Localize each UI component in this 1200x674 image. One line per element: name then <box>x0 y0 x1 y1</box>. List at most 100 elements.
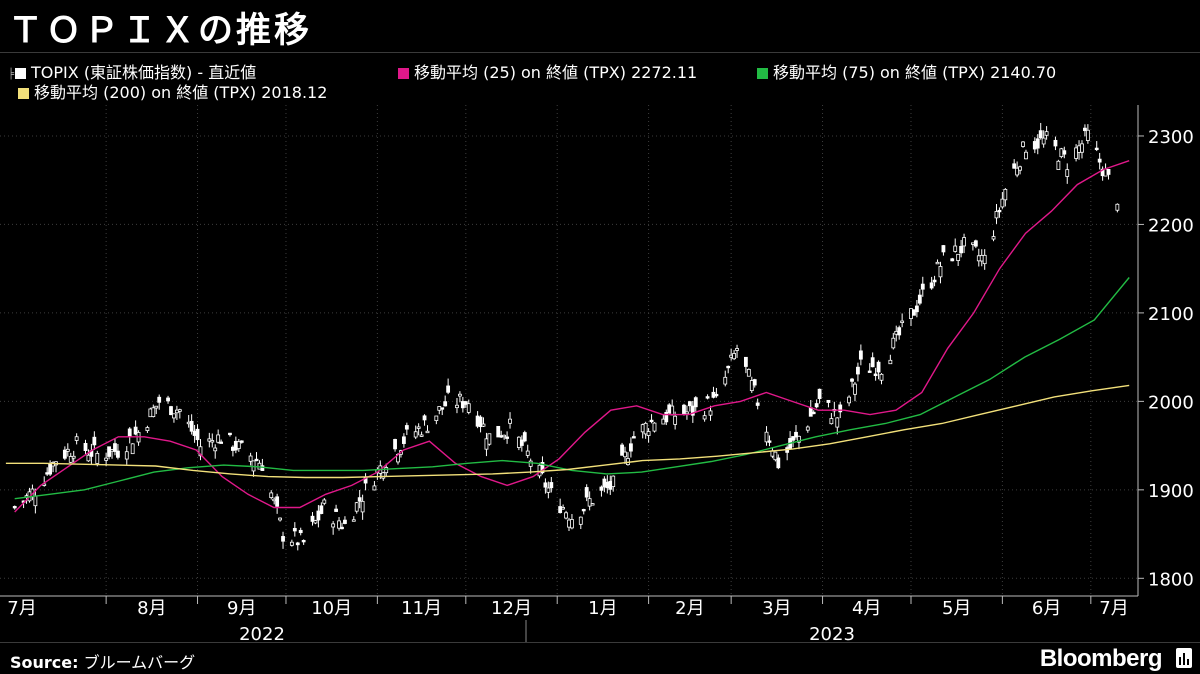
candle-body <box>814 403 819 408</box>
candle-body <box>145 427 150 432</box>
candle-body <box>764 431 769 443</box>
candle-body <box>236 441 241 449</box>
candle-body <box>973 240 978 247</box>
candle-body <box>1038 130 1043 139</box>
candle-body <box>870 357 875 368</box>
candle-body <box>959 245 964 254</box>
candle-body <box>481 423 486 427</box>
year-label: 2022 <box>239 624 285 645</box>
candle-body <box>564 512 568 519</box>
candle-body <box>611 475 616 487</box>
source-line: Source: ブルームバーグ <box>10 649 195 673</box>
x-tick-label: 11月 <box>401 598 442 619</box>
candle-body <box>929 282 934 289</box>
candle-body <box>157 396 162 403</box>
candle-body <box>228 432 232 436</box>
candle-body <box>289 541 294 546</box>
candle-body <box>463 401 468 405</box>
candle-body <box>1106 169 1111 175</box>
candle-body <box>301 539 306 543</box>
candle-body <box>941 245 946 253</box>
x-tick-label: 1月 <box>588 598 617 619</box>
candle-body <box>856 366 860 375</box>
candle-body <box>177 409 182 412</box>
candle-body <box>316 510 321 521</box>
candle-body <box>687 401 692 407</box>
series-line-ma200 <box>5 384 1130 479</box>
candle-body <box>950 258 955 262</box>
candle-body <box>726 365 731 369</box>
chart-title: ＴＯＰＩＸの推移 <box>8 10 313 51</box>
candle-body <box>767 440 772 443</box>
candle-body <box>850 378 854 382</box>
candle-body <box>337 520 341 529</box>
candle-body <box>381 472 386 479</box>
candle-body <box>897 327 902 336</box>
candle-body <box>331 523 336 528</box>
candle-body <box>357 497 362 502</box>
candle-body <box>172 413 176 419</box>
candle-body <box>528 460 533 467</box>
candle-body <box>68 456 73 463</box>
candle-body <box>522 432 527 442</box>
candle-body <box>260 465 265 471</box>
candle-body <box>86 454 91 462</box>
candle-body <box>797 435 801 443</box>
legend-label: 移動平均 (75) on 終値 (TPX) 2140.70 <box>773 63 1057 82</box>
candle-body <box>1097 158 1102 163</box>
legend-item-ma75: 移動平均 (75) on 終値 (TPX) 2140.70 <box>757 63 1056 83</box>
candle-body <box>275 496 280 507</box>
candle-body <box>914 305 919 313</box>
candle-body <box>254 458 259 462</box>
candle-body <box>340 526 344 530</box>
candle-body <box>443 401 448 407</box>
candle-body <box>1015 167 1020 176</box>
candle-body <box>714 393 719 397</box>
candle-body <box>1021 141 1025 147</box>
candle-body <box>817 388 822 399</box>
candle-body <box>664 411 669 423</box>
candle-body <box>269 492 274 499</box>
candle-body <box>1035 138 1040 149</box>
candle-body <box>384 467 389 474</box>
candle-body <box>278 517 282 521</box>
candle-body <box>133 426 138 435</box>
candle-body <box>693 397 698 408</box>
candle-body <box>295 542 300 546</box>
candle-body <box>755 402 760 406</box>
x-tick-label: 12月 <box>491 598 532 619</box>
candle-body <box>1074 147 1078 159</box>
candle-body <box>213 447 218 452</box>
candle-body <box>505 436 509 439</box>
candle-body <box>219 441 224 444</box>
candle-body <box>743 356 748 367</box>
candle-body <box>1018 166 1022 171</box>
candle-body <box>723 376 728 385</box>
candle-body <box>166 397 170 402</box>
x-tick-label: 2月 <box>675 598 704 619</box>
candle-body <box>104 457 109 461</box>
candle-body <box>95 452 100 464</box>
candle-body <box>853 383 857 395</box>
x-tick-label: 7月 <box>1099 598 1128 619</box>
candle-body <box>62 449 67 459</box>
legend-label: 移動平均 (25) on 終値 (TPX) 2272.11 <box>414 63 698 82</box>
candle-body <box>876 361 881 373</box>
candle-body <box>313 520 318 524</box>
candle-body <box>982 254 987 265</box>
series-line-ma75 <box>14 277 1130 500</box>
candle-body <box>1115 203 1120 211</box>
candle-body <box>502 434 507 438</box>
y-tick-label: 2100 <box>1148 304 1194 325</box>
candle-body <box>646 431 651 436</box>
candle-body <box>649 419 654 423</box>
y-tick-label: 1800 <box>1148 569 1194 590</box>
candle-body <box>879 373 884 381</box>
candle-body <box>434 415 439 421</box>
bloomberg-bar-icon <box>1176 648 1192 668</box>
candle-body <box>446 385 451 393</box>
legend-swatch <box>18 88 29 99</box>
candle-body <box>732 353 736 360</box>
candle-body <box>953 245 958 252</box>
